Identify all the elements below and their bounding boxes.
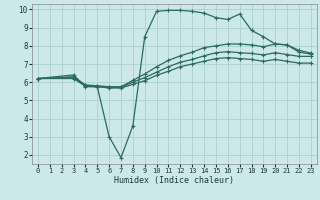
X-axis label: Humidex (Indice chaleur): Humidex (Indice chaleur) [115, 176, 234, 185]
